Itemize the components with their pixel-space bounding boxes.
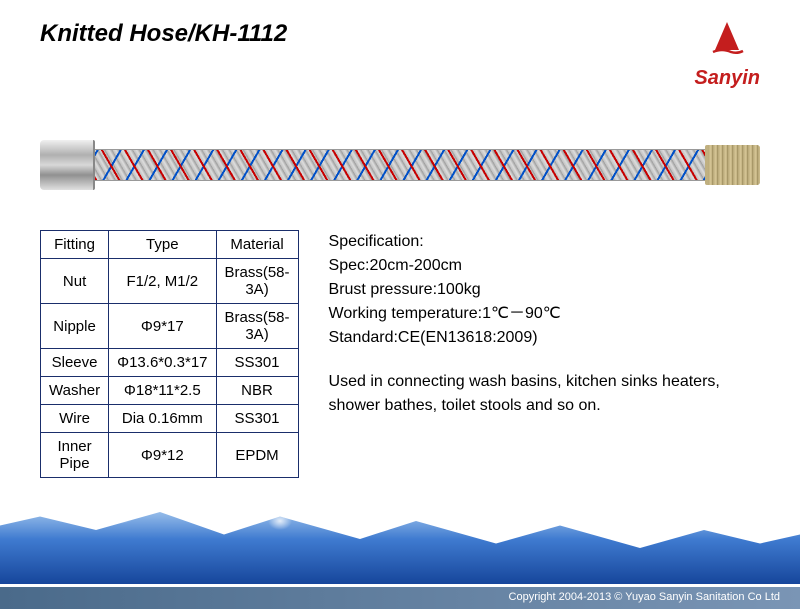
table-row: NutF1/2, M1/2Brass(58-3A) — [41, 259, 299, 304]
table-header-row: Fitting Type Material — [41, 231, 299, 259]
table-row: SleeveΦ13.6*0.3*17SS301 — [41, 349, 299, 377]
table-row: WireDia 0.16mmSS301 — [41, 405, 299, 433]
spec-text: Specification: Spec:20cm-200cm Brust pre… — [329, 230, 760, 478]
table-row: Inner PipeΦ9*12EPDM — [41, 433, 299, 478]
table-row: NippleΦ9*17Brass(58-3A) — [41, 304, 299, 349]
spec-line: Standard:CE(EN13618:2009) — [329, 326, 760, 350]
spec-line: Working temperature:1℃－90℃ — [329, 302, 760, 326]
logo-icon — [707, 20, 747, 60]
hose-braid — [95, 149, 705, 181]
col-material: Material — [216, 231, 298, 259]
spec-heading: Specification: — [329, 230, 760, 254]
spec-table: Fitting Type Material NutF1/2, M1/2Brass… — [40, 230, 299, 478]
hose-nipple — [705, 145, 760, 185]
spec-line: Spec:20cm-200cm — [329, 254, 760, 278]
spec-line: Brust pressure:100kg — [329, 278, 760, 302]
brand-logo: Sanyin — [694, 20, 760, 90]
col-fitting: Fitting — [41, 231, 109, 259]
footer: Copyright 2004-2013 © Yuyao Sanyin Sanit… — [0, 587, 800, 609]
table-body: NutF1/2, M1/2Brass(58-3A) NippleΦ9*17Bra… — [41, 259, 299, 478]
logo-text: Sanyin — [694, 67, 760, 90]
water-graphic — [0, 494, 800, 584]
hose-nut — [40, 140, 95, 190]
table-row: WasherΦ18*11*2.5NBR — [41, 377, 299, 405]
spec-usage: Used in connecting wash basins, kitchen … — [329, 370, 760, 418]
page-title: Knitted Hose/KH-1112 — [40, 20, 287, 48]
col-type: Type — [109, 231, 216, 259]
product-image — [40, 120, 760, 210]
